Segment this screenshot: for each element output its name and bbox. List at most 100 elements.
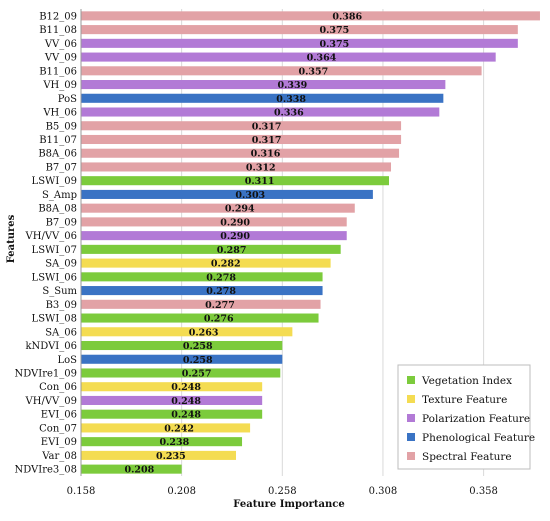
y-tick-label: VH_09 xyxy=(42,80,77,91)
y-axis-title: Features xyxy=(6,214,17,263)
bar-vh-06 xyxy=(81,107,440,117)
legend-swatch-spectral xyxy=(407,452,415,460)
bar-value-label: 0.276 xyxy=(204,314,234,325)
bar-value-label: 0.258 xyxy=(183,341,213,352)
x-tick-label: 0.158 xyxy=(67,486,96,497)
bar-vh-vv-09 xyxy=(81,395,263,405)
legend-swatch-polarization xyxy=(407,414,415,422)
bar-lswi-06 xyxy=(81,272,323,282)
y-tick-label: B5_09 xyxy=(46,121,77,132)
y-tick-label: Var_08 xyxy=(41,451,77,462)
bar-value-label: 0.311 xyxy=(245,176,275,187)
bar-value-label: 0.248 xyxy=(171,382,201,393)
bar-value-label: 0.290 xyxy=(220,217,250,228)
y-tick-label: B8A_08 xyxy=(38,204,77,215)
legend-label-texture: Texture Feature xyxy=(422,394,507,406)
bar-value-label: 0.282 xyxy=(211,259,241,270)
bar-vh-09 xyxy=(81,80,446,90)
bar-lswi-09 xyxy=(81,176,389,186)
legend-swatch-phenological xyxy=(407,433,415,441)
legend-label-vegetation: Vegetation Index xyxy=(421,375,512,387)
bar-value-label: 0.258 xyxy=(183,355,213,366)
y-tick-label: VV_06 xyxy=(44,39,77,50)
y-tick-label: B11_07 xyxy=(39,135,77,146)
y-tick-label: Con_06 xyxy=(39,382,77,393)
bar-lswi-08 xyxy=(81,313,319,323)
x-tick-label: 0.258 xyxy=(268,486,297,497)
y-tick-label: NDVIre3_08 xyxy=(14,465,77,476)
bar-b7-09 xyxy=(81,217,347,227)
bar-vv-06 xyxy=(81,38,518,48)
y-tick-label: VH/VV_06 xyxy=(25,231,77,242)
bar-vv-09 xyxy=(81,52,496,62)
x-tick-label: 0.308 xyxy=(369,486,398,497)
bar-value-label: 0.312 xyxy=(246,162,276,173)
bar-s-amp xyxy=(81,189,373,199)
bar-con-06 xyxy=(81,382,263,392)
axis-layer: 0.158 0.208 0.258 0.308 0.358 B12_09 B11_08 VV_… xyxy=(14,9,498,497)
bar-value-label: 0.235 xyxy=(156,451,186,462)
bar-sa-06 xyxy=(81,327,293,337)
bar-value-label: 0.290 xyxy=(220,231,250,242)
bar-value-label: 0.336 xyxy=(274,108,304,119)
bar-b8a-08 xyxy=(81,203,355,213)
bar-layer: 0.386 0.375 0.375 0.364 0.357 0.339 0.338 0.336… xyxy=(81,11,540,476)
bar-con-07 xyxy=(81,423,251,433)
y-tick-label: Con_07 xyxy=(39,423,77,434)
y-tick-label: LSWI_06 xyxy=(32,272,77,283)
bar-value-label: 0.248 xyxy=(171,396,201,407)
bar-value-label: 0.257 xyxy=(182,368,212,379)
legend-label-polarization: Polarization Feature xyxy=(422,413,530,425)
y-tick-label: B11_06 xyxy=(39,66,77,77)
y-tick-label: VH_06 xyxy=(42,108,77,119)
bar-evi-06 xyxy=(81,409,263,419)
bar-b3-09 xyxy=(81,299,321,309)
bar-lswi-07 xyxy=(81,244,341,254)
y-tick-label: LoS xyxy=(57,355,77,366)
bar-b7-07 xyxy=(81,162,392,172)
bar-sa-09 xyxy=(81,258,331,268)
y-tick-label: B12_09 xyxy=(39,11,77,22)
x-tick-label: 0.358 xyxy=(469,486,498,497)
bar-los xyxy=(81,354,283,364)
bar-value-label: 0.375 xyxy=(319,39,349,50)
bar-value-label: 0.386 xyxy=(332,11,362,22)
y-tick-label: VV_09 xyxy=(44,53,77,64)
y-tick-label: LSWI_08 xyxy=(32,314,77,325)
y-tick-label: VH/VV_09 xyxy=(25,396,77,407)
bar-value-label: 0.338 xyxy=(276,94,306,105)
bar-s-sum xyxy=(81,286,323,296)
y-tick-label: SA_09 xyxy=(45,259,77,270)
bar-ndvire3-08 xyxy=(81,464,182,474)
bar-value-label: 0.364 xyxy=(307,53,337,64)
bar-value-label: 0.278 xyxy=(206,272,236,283)
bar-value-label: 0.339 xyxy=(277,80,307,91)
bar-value-label: 0.278 xyxy=(206,286,236,297)
y-tick-label: kNDVI_06 xyxy=(25,341,77,352)
bar-b11-08 xyxy=(81,25,518,35)
bar-b8a-06 xyxy=(81,148,400,158)
bar-evi-09 xyxy=(81,437,243,447)
bar-value-label: 0.317 xyxy=(252,135,282,146)
bar-var-08 xyxy=(81,450,237,460)
bar-value-label: 0.287 xyxy=(217,245,247,256)
y-tick-label: LSWI_07 xyxy=(32,245,77,256)
y-tick-label: EVI_06 xyxy=(41,410,77,421)
y-tick-label: B3_09 xyxy=(46,300,77,311)
bar-value-label: 0.242 xyxy=(164,423,194,434)
bar-value-label: 0.277 xyxy=(205,300,235,311)
bar-kndvi-06 xyxy=(81,340,283,351)
legend: Vegetation Index Texture Feature Polarizat… xyxy=(397,364,535,470)
bar-value-label: 0.316 xyxy=(251,149,281,160)
bar-value-label: 0.317 xyxy=(252,121,282,132)
bar-value-label: 0.248 xyxy=(171,410,201,421)
bar-b5-09 xyxy=(81,121,402,131)
y-tick-label: B7_09 xyxy=(46,217,77,228)
y-tick-label: B7_07 xyxy=(46,162,77,173)
bar-value-label: 0.294 xyxy=(225,204,255,215)
legend-swatch-texture xyxy=(407,395,415,403)
bar-value-label: 0.375 xyxy=(319,25,349,36)
bar-ndvire1-09 xyxy=(81,368,281,378)
